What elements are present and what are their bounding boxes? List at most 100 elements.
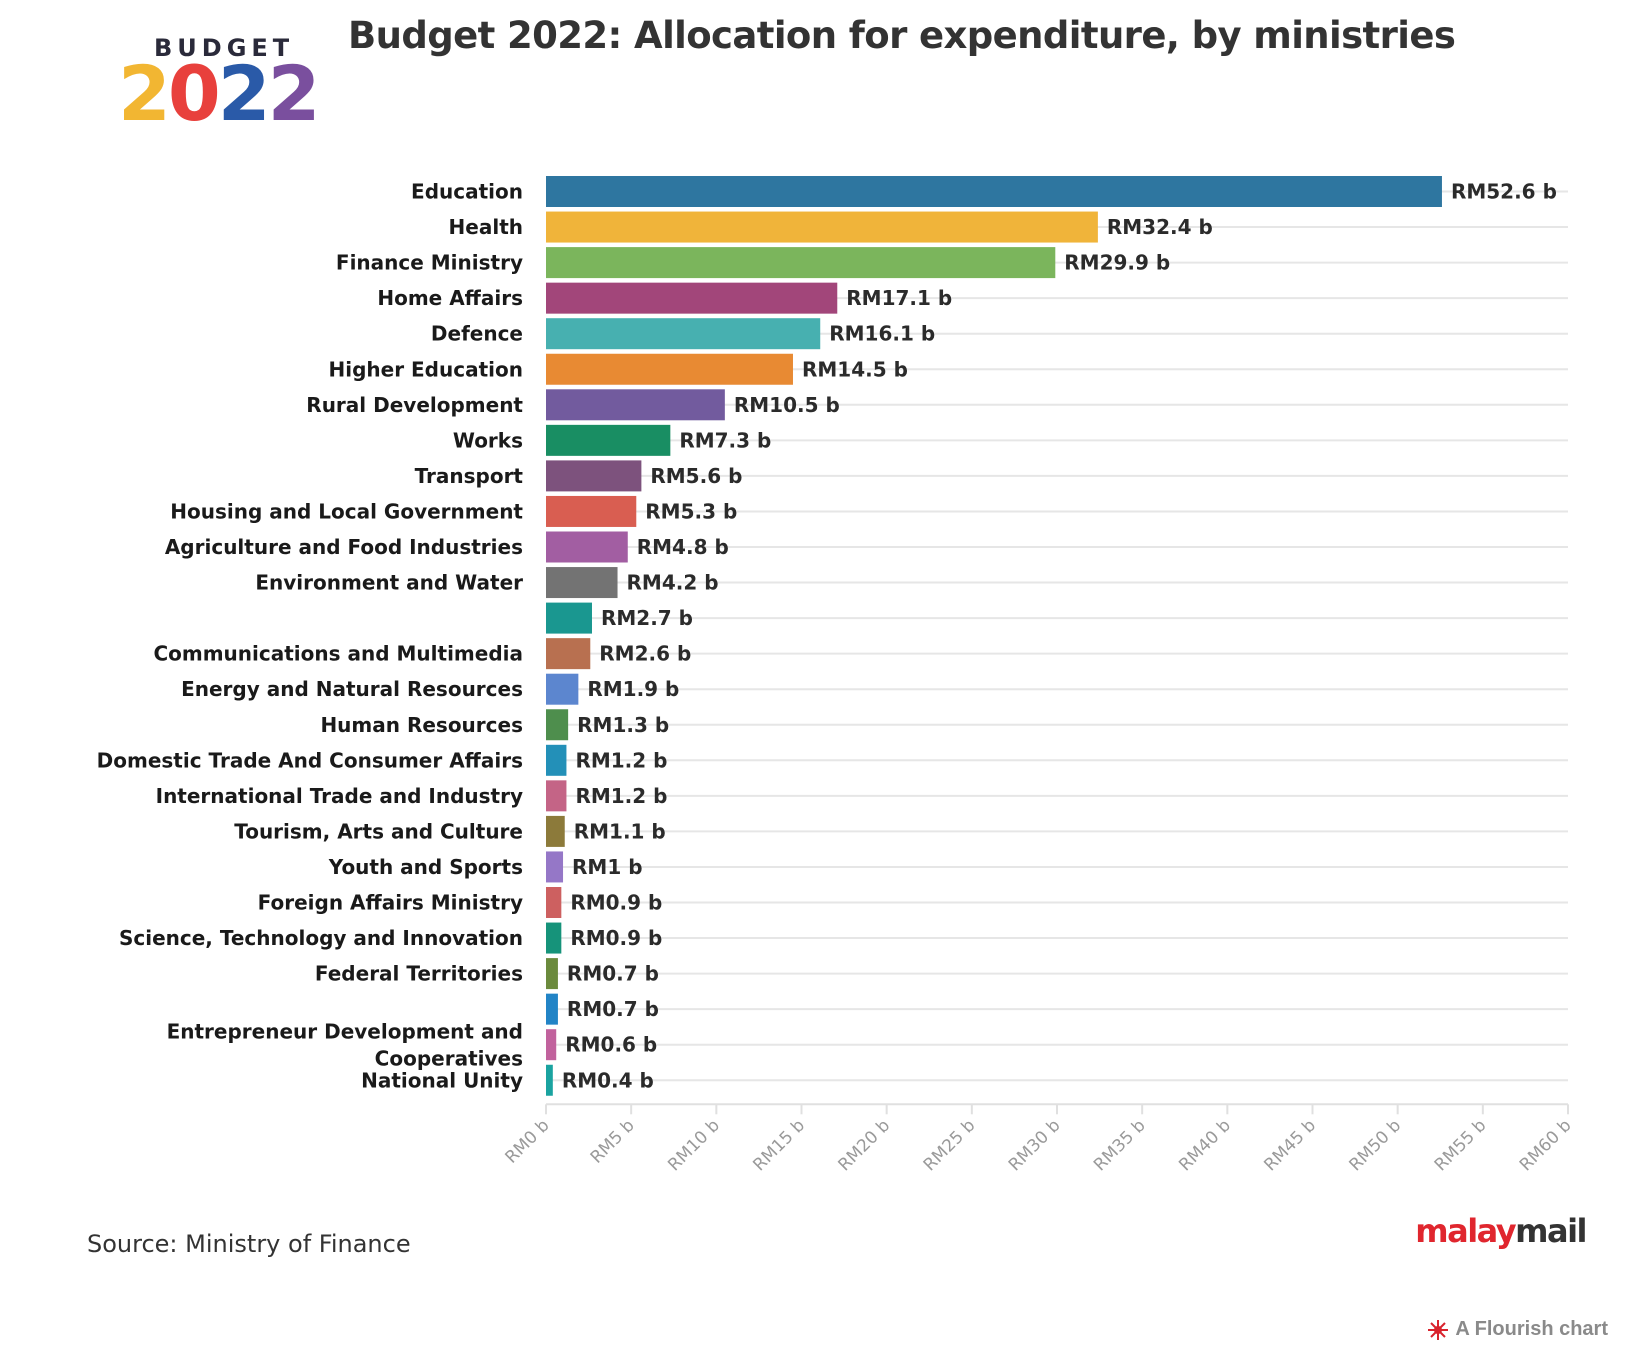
bar (546, 424, 671, 456)
bar-value-label: RM7.3 b (679, 428, 771, 452)
x-tick-label: RM5 b (587, 1116, 639, 1168)
category-label: Entrepreneur Development and Cooperatives (167, 1020, 523, 1071)
x-tick-label: RM45 b (1260, 1116, 1320, 1176)
bar-value-label: RM0.4 b (562, 1068, 654, 1092)
category-label: National Unity (361, 1068, 523, 1092)
bar-chart: RM52.6 b Education RM32.4 b Health RM29.9 b F… (97, 176, 1576, 1176)
chart-title: Budget 2022: Allocation for expenditure,… (348, 14, 1456, 57)
x-tick-label: RM20 b (835, 1116, 895, 1176)
bar-value-label: RM52.6 b (1451, 180, 1557, 204)
bar-value-label: RM17.1 b (846, 286, 952, 310)
category-label: Housing and Local Government (170, 499, 523, 523)
bar-value-label: RM0.9 b (570, 891, 662, 915)
category-label: Youth and Sports (328, 855, 523, 879)
bar (546, 958, 558, 990)
bar-value-label: RM4.2 b (627, 571, 719, 595)
category-label: International Trade and Industry (156, 784, 523, 808)
bar-value-label: RM14.5 b (802, 357, 908, 381)
category-label: Science, Technology and Innovation (119, 926, 523, 950)
category-label: Home Affairs (377, 286, 523, 310)
bar-value-label: RM0.6 b (565, 1033, 657, 1057)
bar (546, 851, 564, 883)
bar (546, 176, 1442, 207)
bar-value-label: RM5.3 b (645, 499, 737, 523)
bar-value-label: RM0.7 b (567, 962, 659, 986)
category-label: Finance Ministry (336, 251, 523, 275)
bar (546, 211, 1098, 243)
x-tick-label: RM35 b (1090, 1116, 1150, 1176)
logo-year: 2022 (118, 49, 321, 138)
category-label: Transport (415, 464, 524, 488)
bar (546, 495, 637, 527)
bar (546, 567, 618, 599)
bar-value-label: RM1.2 b (575, 784, 667, 808)
category-label: Defence (431, 322, 523, 346)
category-label: Domestic Trade And Consumer Affairs (97, 748, 523, 772)
x-tick-label: RM15 b (749, 1116, 809, 1176)
bar-value-label: RM1.3 b (577, 713, 669, 737)
bar (546, 815, 565, 847)
category-label: Energy and Natural Resources (181, 677, 523, 701)
bar-value-label: RM1.2 b (575, 748, 667, 772)
bar (546, 353, 793, 385)
bar (546, 887, 562, 918)
bar-value-label: RM29.9 b (1064, 251, 1170, 275)
flourish-credit[interactable]: A Flourish chart (1427, 1318, 1608, 1341)
x-tick-label: RM30 b (1005, 1116, 1065, 1176)
category-label: Foreign Affairs Ministry (258, 891, 523, 915)
category-label: Rural Development (306, 393, 523, 417)
flourish-label: A Flourish chart (1455, 1318, 1608, 1340)
bar-value-label: RM32.4 b (1107, 215, 1213, 239)
bar (546, 638, 591, 670)
x-tick-label: RM25 b (920, 1116, 980, 1176)
bar (546, 1029, 557, 1061)
category-label: Higher Education (328, 357, 523, 381)
bar-value-label: RM1 b (572, 855, 643, 879)
malaymail-logo[interactable]: malaymail (1415, 1212, 1587, 1250)
category-label: Health (449, 215, 523, 239)
bar-value-label: RM1.9 b (587, 677, 679, 701)
x-tick-label: RM50 b (1346, 1116, 1406, 1176)
bar-value-label: RM10.5 b (734, 393, 840, 417)
bar (546, 247, 1056, 279)
x-tick-label: RM60 b (1516, 1116, 1576, 1176)
x-tick-label: RM55 b (1431, 1116, 1491, 1176)
category-label: Tourism, Arts and Culture (234, 819, 523, 843)
category-label: Education (411, 180, 523, 204)
bar (546, 780, 567, 812)
bar (546, 1064, 553, 1096)
logo-word: BUDGET (154, 34, 295, 62)
bar-value-label: RM2.6 b (599, 642, 691, 666)
category-label: Environment and Water (255, 571, 523, 595)
flourish-burst-icon (1428, 1319, 1449, 1340)
budget-2022-logo: BUDGET 2022 (118, 26, 321, 138)
bar (546, 744, 567, 776)
bar (546, 993, 558, 1025)
bar-value-label: RM1.1 b (574, 819, 666, 843)
bar-value-label: RM2.7 b (601, 606, 693, 630)
x-tick-label: RM40 b (1175, 1116, 1235, 1176)
source-note: Source: Ministry of Finance (87, 1230, 411, 1258)
bar (546, 531, 628, 563)
bar (546, 709, 569, 741)
bar-value-label: RM4.8 b (637, 535, 729, 559)
category-label: Communications and Multimedia (153, 642, 523, 666)
category-label: Agriculture and Food Industries (165, 535, 523, 559)
bar (546, 602, 592, 634)
bar-value-label: RM0.7 b (567, 997, 659, 1021)
brand-part2: mail (1515, 1212, 1587, 1250)
brand-part1: malay (1415, 1212, 1516, 1250)
bar (546, 389, 725, 421)
bar (546, 282, 838, 314)
bar (546, 922, 562, 954)
bar (546, 673, 579, 705)
bar-value-label: RM0.9 b (570, 926, 662, 950)
x-tick-label: RM0 b (502, 1116, 554, 1168)
x-tick-label: RM10 b (664, 1116, 724, 1176)
bar (546, 460, 642, 492)
category-label: Works (453, 428, 523, 452)
bar (546, 318, 821, 350)
category-label: Human Resources (320, 713, 523, 737)
bar-value-label: RM16.1 b (829, 322, 935, 346)
category-label: Federal Territories (315, 962, 523, 986)
